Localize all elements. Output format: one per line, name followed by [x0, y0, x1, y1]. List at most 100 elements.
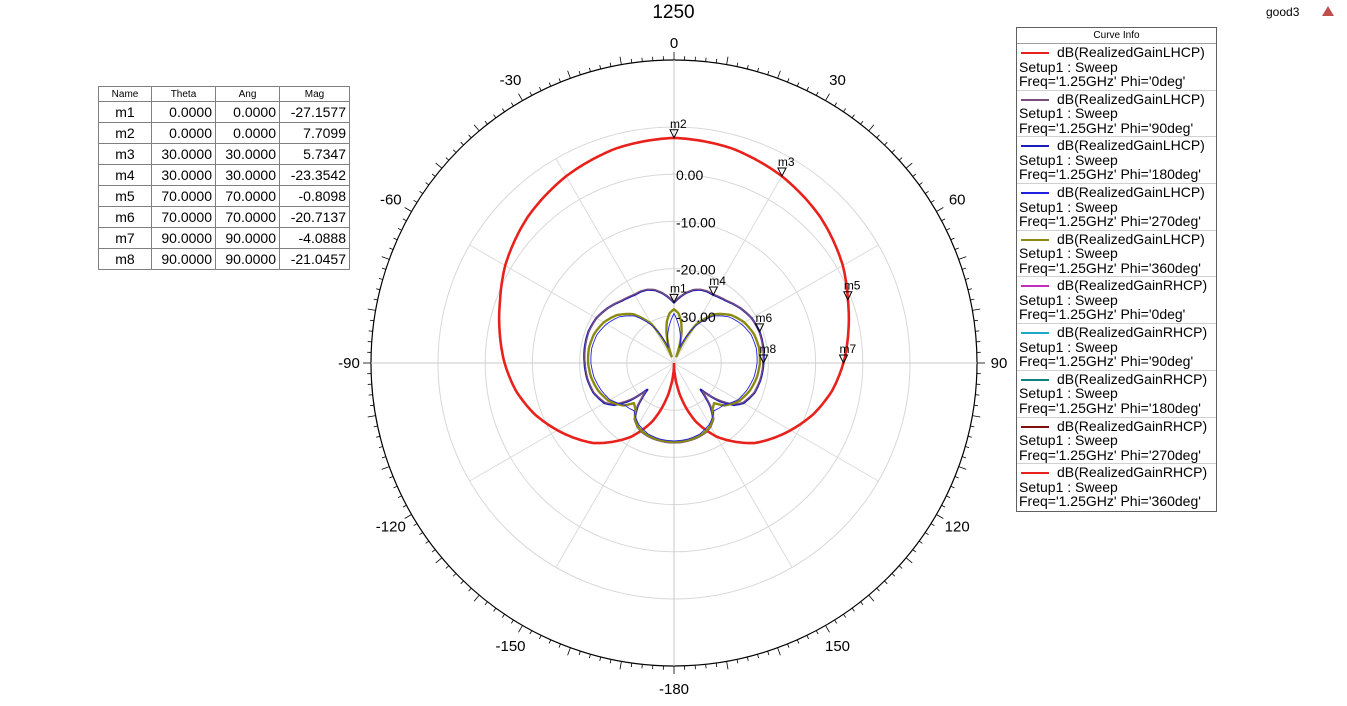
cell-ang: 0.0000	[215, 101, 280, 123]
legend-frequency: Freq='1.25GHz' Phi='360deg'	[1019, 259, 1201, 276]
legend-entry[interactable]: dB(RealizedGainLHCP) Setup1 : Sweep Freq='…	[1017, 184, 1216, 231]
degree-tick	[397, 495, 402, 498]
angle-tick-label: -90	[338, 355, 360, 372]
degree-tick	[941, 504, 946, 508]
degree-tick	[369, 404, 375, 407]
legend-setup: Setup1 : Sweep	[1019, 291, 1118, 308]
degree-tick	[970, 425, 975, 428]
marker-table[interactable]: Name Theta Ang Mag m1 0.0000 0.0000 -27.157…	[98, 86, 350, 270]
marker-label: m1	[670, 281, 687, 295]
cell-theta: 30.0000	[151, 143, 216, 165]
degree-tick	[868, 124, 875, 132]
cell-mag: -20.7137	[279, 206, 350, 228]
legend-expression: dB(RealizedGainRHCP)	[1057, 464, 1208, 481]
legend-entry[interactable]: dB(RealizedGainLHCP) Setup1 : Sweep Freq='…	[1017, 91, 1216, 138]
degree-tick	[501, 108, 505, 113]
degree-tick	[796, 639, 800, 644]
marker-label: m8	[759, 342, 776, 356]
degree-tick	[381, 256, 390, 260]
degree-tick	[891, 573, 896, 577]
degree-tick	[619, 661, 622, 670]
degree-tick	[965, 277, 970, 280]
degree-tick	[806, 86, 809, 91]
degree-tick	[435, 557, 443, 564]
degree-tick	[460, 580, 464, 585]
degree-tick	[425, 540, 430, 544]
degree-tick	[843, 613, 847, 618]
series-curve	[590, 312, 758, 442]
degree-tick	[452, 573, 457, 577]
legend-entry[interactable]: dB(RealizedGainLHCP) Setup1 : Sweep Freq='…	[1017, 231, 1216, 278]
angular-spoke	[469, 362, 675, 482]
legend-entry[interactable]: dB(RealizedGainLHCP) Setup1 : Sweep Freq='…	[1017, 137, 1216, 185]
degree-tick	[834, 619, 838, 624]
degree-tick	[843, 108, 847, 113]
degree-tick	[558, 643, 561, 648]
marker-triangle-icon	[843, 291, 853, 301]
degree-tick	[413, 199, 418, 203]
legend-entry[interactable]: dB(RealizedGainRHCP) Setup1 : Sweep Freq='…	[1017, 464, 1216, 511]
degree-tick	[473, 594, 480, 602]
table-row[interactable]: m6 70.0000 70.0000 -20.7137	[98, 206, 350, 228]
legend-entry[interactable]: dB(RealizedGainRHCP) Setup1 : Sweep Freq='…	[1017, 418, 1216, 465]
cell-theta: 0.0000	[151, 101, 216, 123]
degree-tick	[967, 288, 972, 291]
legend-frequency: Freq='1.25GHz' Phi='270deg'	[1019, 213, 1201, 230]
degree-tick	[962, 456, 967, 459]
degree-tick	[381, 456, 386, 459]
legend-line-swatch	[1021, 472, 1049, 475]
legend-setup: Setup1 : Sweep	[1019, 245, 1118, 262]
angle-tick-label: 0	[670, 35, 678, 52]
degree-tick	[746, 65, 749, 70]
degree-tick	[599, 656, 602, 661]
legend-setup: Setup1 : Sweep	[1019, 338, 1118, 355]
legend-entry[interactable]: dB(RealizedGainRHCP) Setup1 : Sweep Freq='…	[1017, 324, 1216, 371]
legend-setup: Setup1 : Sweep	[1019, 432, 1118, 448]
legend-entry[interactable]: dB(RealizedGainRHCP) Setup1 : Sweep Freq='…	[1017, 371, 1216, 418]
table-row[interactable]: m3 30.0000 30.0000 5.7347	[98, 143, 350, 165]
degree-tick	[599, 65, 602, 70]
degree-tick	[965, 446, 970, 449]
degree-tick	[425, 182, 430, 186]
cell-name: m7	[98, 227, 152, 249]
legend-line-swatch	[1021, 192, 1049, 195]
degree-tick	[402, 218, 407, 222]
curve-info-header: Curve Info	[1017, 28, 1216, 44]
marker-label: m6	[756, 311, 773, 325]
degree-tick	[715, 662, 718, 668]
degree-tick	[413, 523, 418, 527]
curve-info-entries: dB(RealizedGainLHCP) Setup1 : Sweep Freq='…	[1017, 44, 1216, 511]
table-row[interactable]: m5 70.0000 70.0000 -0.8098	[98, 185, 350, 207]
legend-entry[interactable]: dB(RealizedGainRHCP) Setup1 : Sweep Freq='…	[1017, 277, 1216, 325]
table-row[interactable]: m1 0.0000 0.0000 -27.1577	[98, 101, 350, 123]
project-label: good3	[1266, 5, 1300, 19]
cell-theta: 30.0000	[151, 164, 216, 186]
cell-mag: -21.0457	[279, 248, 350, 270]
degree-tick	[726, 56, 729, 65]
table-row[interactable]: m2 0.0000 0.0000 7.7099	[98, 122, 350, 144]
angle-tick-label: 90	[991, 355, 1008, 372]
table-row[interactable]: m4 30.0000 30.0000 -23.3542	[98, 164, 350, 186]
cell-name: m5	[98, 185, 152, 207]
table-row[interactable]: m8 90.0000 90.0000 -21.0457	[98, 248, 350, 270]
degree-tick	[851, 607, 855, 612]
curve-info-legend[interactable]: Curve Info dB(RealizedGainLHCP) Setup1 : …	[1016, 27, 1217, 512]
marker-triangle-icon	[758, 354, 769, 365]
marker-triangle-icon	[669, 293, 679, 304]
degree-tick	[539, 86, 542, 91]
warning-triangle-icon[interactable]	[1322, 6, 1334, 16]
legend-line-swatch	[1021, 98, 1049, 101]
legend-expression: dB(RealizedGainLHCP)	[1057, 90, 1205, 107]
legend-line-swatch	[1021, 52, 1049, 54]
angle-tick-label: -120	[376, 519, 406, 536]
legend-entry[interactable]: dB(RealizedGainLHCP) Setup1 : Sweep Freq='…	[1017, 44, 1216, 91]
degree-tick	[891, 149, 896, 153]
degree-tick	[918, 182, 923, 186]
degree-tick	[367, 308, 376, 311]
table-row[interactable]: m7 90.0000 90.0000 -4.0888	[98, 227, 350, 249]
chart-title: 1250	[652, 2, 695, 23]
degree-tick	[381, 466, 390, 470]
degree-tick	[529, 91, 533, 96]
legend-expression: dB(RealizedGainRHCP)	[1057, 417, 1208, 434]
cell-mag: 7.7099	[279, 122, 350, 144]
